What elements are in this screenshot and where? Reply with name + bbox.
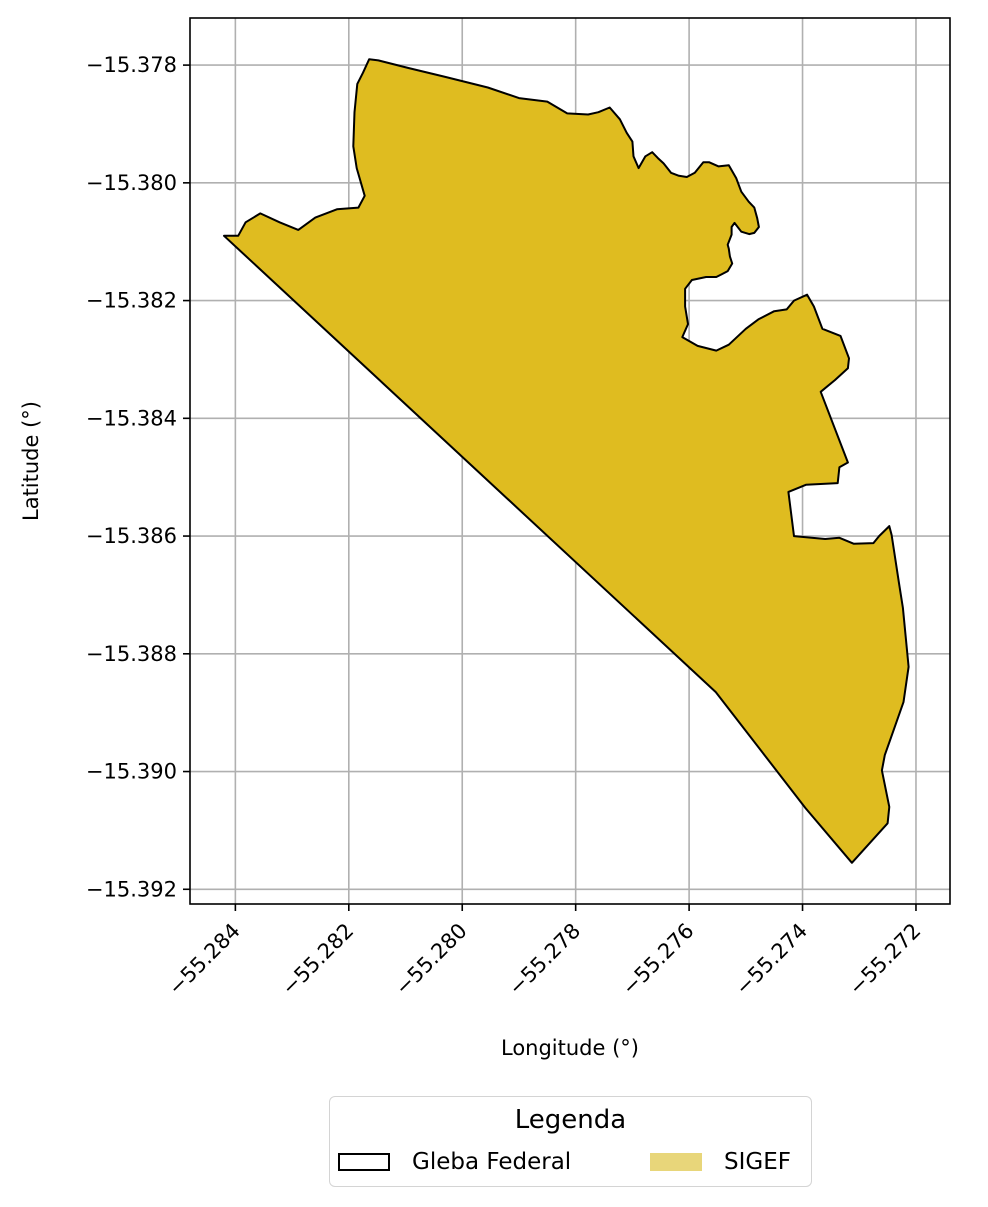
legend-title: Legenda [514, 1105, 627, 1135]
y-axis-title: Latitude (°) [19, 401, 43, 521]
legend-item-sigef: SIGEF [650, 1149, 791, 1175]
legend-item-gleba-federal: Gleba Federal [338, 1149, 571, 1175]
legend-label-gleba-federal: Gleba Federal [412, 1149, 572, 1175]
sigef-polygon [223, 58, 910, 864]
x-tick-label: −55.276 [617, 919, 698, 1000]
legend-swatch-sigef [650, 1153, 702, 1171]
x-tick-label: −55.284 [164, 919, 245, 1000]
x-tick-label: −55.274 [731, 919, 812, 1000]
legend: Legenda Gleba Federal SIGEF [329, 1096, 812, 1187]
y-tick-label: −15.384 [86, 406, 177, 430]
legend-swatch-gleba-federal [338, 1153, 390, 1171]
legend-label-sigef: SIGEF [724, 1149, 791, 1175]
axes-frame [189, 17, 951, 905]
y-tick-label: −15.378 [86, 53, 177, 77]
x-tick-label: −55.282 [277, 919, 358, 1000]
y-tick-label: −15.382 [86, 289, 177, 313]
y-tick-label: −15.390 [86, 760, 177, 784]
y-tick-label: −15.388 [86, 642, 177, 666]
y-tick-label: −15.392 [86, 877, 177, 901]
x-tick-label: −55.278 [504, 919, 585, 1000]
x-tick-label: −55.280 [390, 919, 471, 1000]
y-tick-label: −15.386 [86, 524, 177, 548]
x-axis-title: Longitude (°) [501, 1036, 639, 1060]
y-tick-label: −15.380 [86, 171, 177, 195]
x-tick-label: −55.272 [844, 919, 925, 1000]
